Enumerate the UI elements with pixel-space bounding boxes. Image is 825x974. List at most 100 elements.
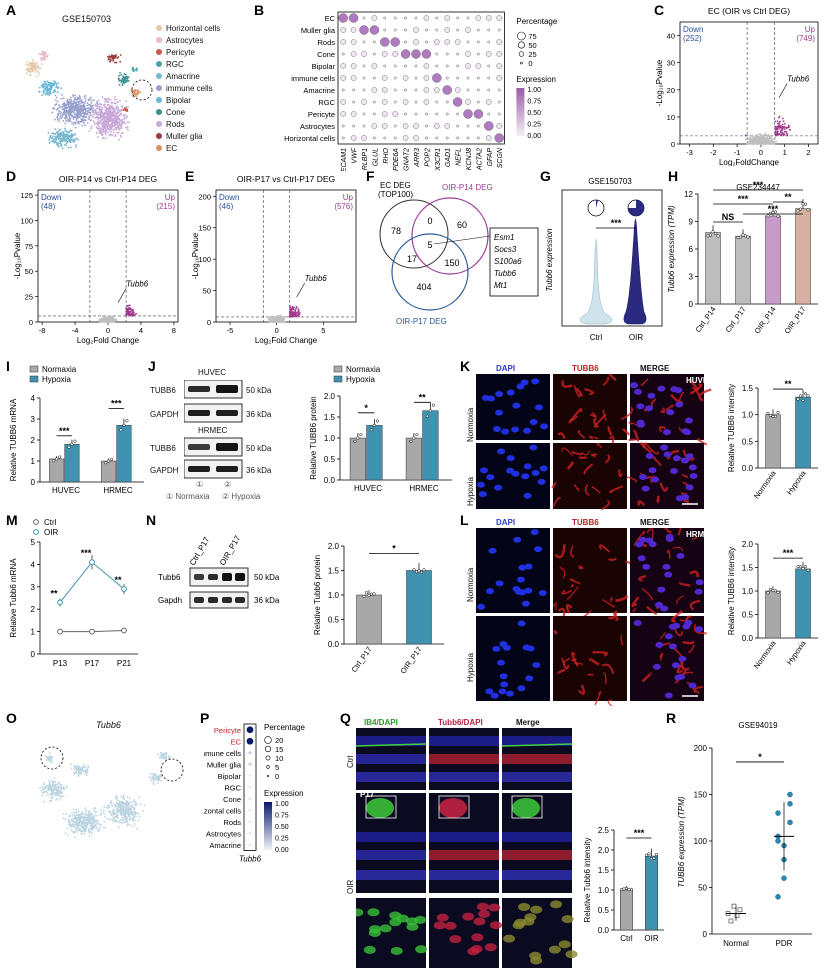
panel-letter-k: K — [460, 358, 471, 374]
panel-letter-n: N — [146, 512, 157, 528]
legend-swatch — [156, 37, 162, 43]
tsne-point — [100, 108, 103, 111]
dotplot-dot — [404, 64, 408, 68]
dotplot-dot — [411, 49, 421, 59]
tsne-point — [55, 143, 58, 146]
tsne-point — [95, 107, 98, 110]
tsne-point — [52, 135, 55, 138]
tsne-point — [114, 134, 117, 136]
tsne-point — [114, 120, 117, 123]
feature-point — [48, 781, 51, 784]
volC-down-label: Down — [683, 25, 703, 34]
tsne-point — [125, 108, 128, 111]
tsne-point — [77, 106, 80, 109]
tsne-point — [49, 92, 52, 94]
feature-point — [97, 820, 100, 823]
micL-fiber — [594, 691, 602, 706]
micK-nucleus — [506, 389, 515, 396]
volD-point — [101, 315, 104, 317]
feature-point — [121, 822, 124, 824]
dotplot-dot — [435, 112, 439, 116]
panel-letter-i: I — [6, 358, 10, 374]
tsne-point — [96, 123, 99, 125]
tsne-point — [114, 102, 117, 105]
volE-title: OIR-P17 vs Ctrl-P17 DEG — [237, 174, 335, 184]
dotplot-dot — [444, 39, 450, 45]
feature-point — [57, 782, 60, 785]
feature-point — [71, 814, 74, 817]
feature-point — [41, 794, 44, 797]
dotplot-dot — [452, 97, 463, 107]
tsne-point — [113, 102, 115, 105]
micL-nucleus — [635, 541, 644, 548]
dotplot-dot — [383, 136, 387, 140]
tsne-point — [31, 59, 34, 61]
venn-gene: Mt1 — [494, 281, 507, 290]
tsne-point — [110, 130, 112, 133]
volC-up-point — [780, 134, 782, 137]
tsne-point — [68, 108, 71, 111]
panel-letter-a: A — [6, 2, 17, 18]
tsne-point — [121, 84, 124, 87]
feature-point — [75, 826, 78, 829]
panel-e-volcano: OIR-P17 vs Ctrl-P17 DEG-5 0 5050100150200L… — [191, 174, 357, 345]
dotplot-dot — [466, 16, 470, 20]
tsne-point — [95, 132, 98, 134]
feature-point — [126, 795, 129, 798]
dotplot-dot — [402, 99, 409, 105]
pct-legend-label: 25 — [528, 50, 536, 59]
barJ-point — [356, 436, 360, 440]
volE-up-point — [290, 311, 293, 313]
tsne-point — [70, 109, 73, 112]
barN-point — [362, 594, 366, 598]
barH-point — [803, 202, 808, 206]
feature-point — [98, 823, 101, 825]
micK-nucleus — [675, 401, 684, 408]
micK-nucleus — [529, 419, 538, 426]
barI-bar — [101, 460, 117, 483]
micL-fiber — [570, 583, 575, 588]
volC-point — [747, 140, 750, 143]
volC-point — [749, 142, 752, 145]
volC-x-tick-label: -1 — [734, 148, 741, 157]
dotplot-col-label: SCGN — [497, 147, 504, 168]
feature-point — [51, 791, 54, 794]
tsne-point — [101, 106, 104, 109]
tsne-point — [65, 107, 68, 110]
barK-point — [776, 410, 780, 414]
tsne-point — [86, 122, 89, 124]
feature-point — [138, 815, 141, 818]
legend-label: Horizontal cells — [166, 23, 221, 33]
tsne-point — [110, 120, 113, 122]
volE-gene-pointer — [296, 282, 305, 298]
tsne-point — [77, 138, 80, 141]
feature-point — [62, 786, 65, 788]
panel-letter-j: J — [148, 358, 156, 374]
dotplot-dot — [423, 63, 430, 69]
tsne-point — [79, 100, 82, 103]
tsne-point — [29, 74, 32, 77]
barK-point — [798, 394, 803, 398]
j-legend-label: Hypoxia — [346, 375, 375, 384]
tsne-point — [32, 64, 35, 67]
tsne-point — [83, 96, 86, 98]
dotplot-dot — [414, 64, 418, 68]
micL-nucleus — [525, 675, 534, 682]
dotplot-dot — [497, 88, 501, 92]
tsne-point — [119, 99, 121, 102]
micK-nucleus — [660, 444, 669, 451]
micL-fiber — [680, 661, 690, 671]
tsne-point — [79, 108, 82, 111]
dotplot-dot — [496, 51, 502, 57]
venn-set1-sublabel: (TOP100) — [378, 190, 413, 199]
feature-point — [40, 789, 43, 792]
tsne-point — [90, 106, 93, 109]
tsne-point — [123, 120, 126, 123]
tsne-point — [92, 120, 95, 123]
dotplot-col-label: CX3CR1 — [435, 148, 442, 171]
panel-letter-b: B — [254, 2, 265, 18]
volE-up-label: Up — [343, 193, 354, 202]
tsne-point — [54, 81, 57, 84]
feature-point — [42, 783, 45, 786]
dotplot-dot — [393, 124, 397, 128]
